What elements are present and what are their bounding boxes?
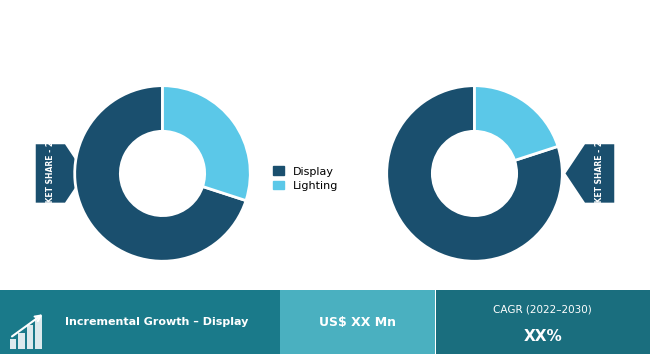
FancyBboxPatch shape <box>436 290 650 354</box>
Wedge shape <box>162 86 250 201</box>
FancyBboxPatch shape <box>35 316 42 349</box>
Text: MARKET SHARE - 2030: MARKET SHARE - 2030 <box>595 125 604 222</box>
FancyBboxPatch shape <box>280 290 436 354</box>
FancyBboxPatch shape <box>18 333 25 349</box>
Polygon shape <box>566 144 614 202</box>
Text: XX%: XX% <box>457 235 492 249</box>
FancyBboxPatch shape <box>0 290 280 354</box>
Polygon shape <box>36 144 84 202</box>
FancyBboxPatch shape <box>27 325 33 349</box>
FancyBboxPatch shape <box>10 339 16 349</box>
Text: XX%: XX% <box>149 232 185 246</box>
Text: XX%: XX% <box>523 329 562 344</box>
Text: MARKET SHARE - 2022: MARKET SHARE - 2022 <box>46 125 55 222</box>
Text: MARKET BY APPLICATION: MARKET BY APPLICATION <box>117 19 394 38</box>
Text: XX%: XX% <box>411 130 447 144</box>
Text: Incremental Growth – Display: Incremental Growth – Display <box>65 317 248 327</box>
Text: US$ XX Mn: US$ XX Mn <box>319 316 396 329</box>
Legend: Display, Lighting: Display, Lighting <box>273 166 338 191</box>
Text: CAGR (2022–2030): CAGR (2022–2030) <box>493 304 592 314</box>
Wedge shape <box>474 86 558 160</box>
Wedge shape <box>75 86 246 261</box>
Text: XX%: XX% <box>105 118 141 132</box>
Wedge shape <box>387 86 562 261</box>
